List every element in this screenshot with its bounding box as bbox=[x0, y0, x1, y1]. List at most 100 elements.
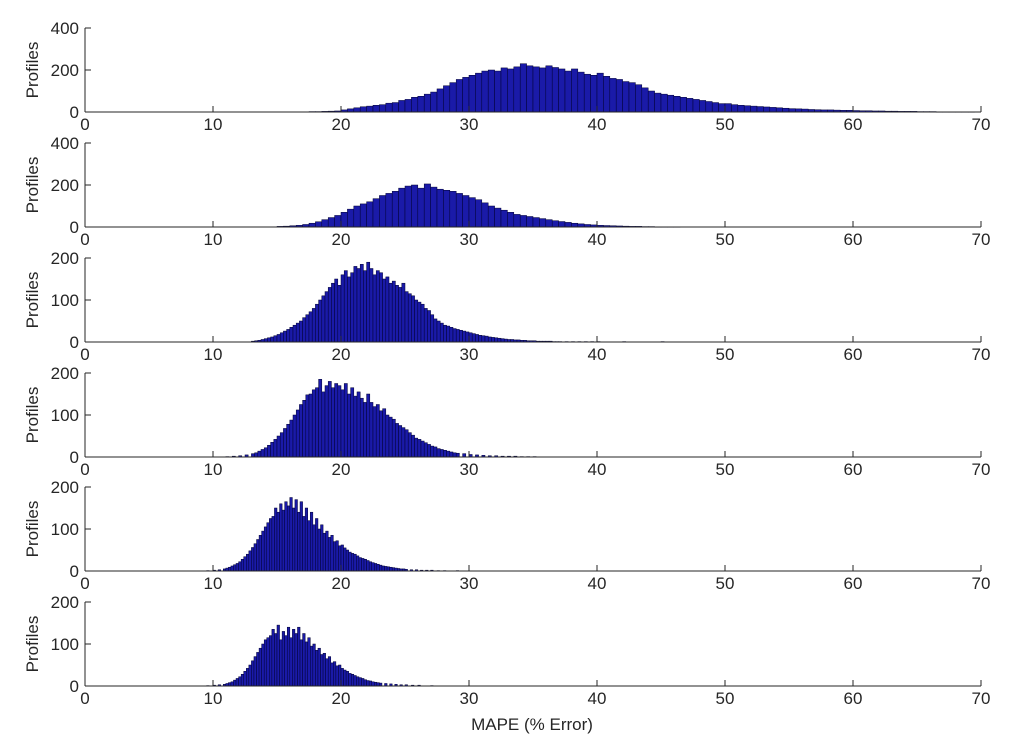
histogram-bar bbox=[353, 266, 358, 343]
histogram-bar bbox=[446, 450, 451, 458]
histogram-bar bbox=[294, 499, 298, 572]
histogram-bar bbox=[449, 451, 454, 458]
x-tick-label: 40 bbox=[588, 115, 607, 134]
histogram-bar bbox=[686, 98, 694, 113]
histogram-bar bbox=[240, 558, 244, 572]
histogram-bar bbox=[455, 452, 460, 458]
histogram-bar bbox=[379, 272, 383, 343]
histogram-bar bbox=[731, 104, 739, 113]
x-tick-label: 40 bbox=[588, 574, 607, 593]
histogram-bar bbox=[318, 379, 323, 458]
histogram-bar bbox=[337, 285, 342, 343]
histogram-bar bbox=[711, 102, 719, 113]
histogram-bars bbox=[251, 261, 665, 343]
histogram-bar bbox=[350, 553, 355, 572]
x-tick-label: 40 bbox=[588, 460, 607, 479]
histogram-bar bbox=[340, 389, 345, 458]
histogram-bar bbox=[347, 276, 351, 343]
histogram-bar bbox=[281, 631, 285, 687]
histogram-bar bbox=[235, 678, 239, 687]
histogram-bar bbox=[228, 566, 232, 572]
x-tick-label: 20 bbox=[332, 689, 351, 708]
histogram-bar bbox=[376, 564, 380, 572]
histogram-bar bbox=[315, 387, 319, 458]
histogram-bar bbox=[243, 671, 247, 687]
histogram-bar bbox=[261, 530, 265, 572]
histogram-bar bbox=[471, 333, 476, 343]
histogram-bar bbox=[289, 419, 294, 458]
x-tick-label: 0 bbox=[80, 345, 89, 364]
histogram-bar bbox=[430, 186, 438, 228]
histogram-bar bbox=[330, 535, 334, 572]
x-tick-label: 30 bbox=[460, 574, 479, 593]
histogram-bar bbox=[248, 664, 252, 687]
histogram-bar bbox=[256, 539, 260, 572]
x-tick-label: 60 bbox=[844, 230, 863, 249]
x-tick-label: 10 bbox=[204, 460, 223, 479]
x-tick-label: 20 bbox=[332, 230, 351, 249]
histogram-bar bbox=[667, 94, 675, 113]
histogram-bar bbox=[321, 391, 326, 458]
histogram-bar bbox=[337, 385, 342, 458]
histogram-bar bbox=[756, 106, 764, 113]
histogram-panel-4: 0 10 20 30 40 50 60 70 0 100 200 Profiles bbox=[23, 364, 990, 479]
histogram-bar bbox=[381, 565, 385, 572]
histogram-bar bbox=[240, 673, 244, 687]
histogram-bar bbox=[261, 643, 265, 687]
histogram-bar bbox=[494, 207, 502, 228]
histogram-bar bbox=[475, 72, 483, 113]
histogram-bar bbox=[371, 562, 375, 572]
histogram-bar bbox=[359, 106, 367, 113]
histogram-bar bbox=[276, 334, 281, 343]
histogram-bar bbox=[430, 91, 438, 113]
histogram-bar bbox=[692, 99, 700, 113]
histogram-bar bbox=[384, 566, 388, 572]
histogram-bar bbox=[347, 393, 351, 458]
histogram-bar bbox=[551, 67, 559, 113]
histogram-bar bbox=[256, 652, 260, 687]
histogram-bar bbox=[407, 432, 412, 458]
histogram-bar bbox=[353, 395, 358, 458]
y-tick-label: 200 bbox=[51, 364, 79, 383]
histogram-bar bbox=[414, 437, 419, 458]
x-tick-label: 60 bbox=[844, 345, 863, 364]
histogram-bar bbox=[322, 532, 326, 572]
histogram-bar bbox=[391, 102, 399, 113]
histogram-bar bbox=[284, 501, 288, 572]
histogram-bars bbox=[225, 379, 537, 458]
histogram-bar bbox=[750, 105, 758, 113]
histogram-bar bbox=[459, 329, 463, 343]
histogram-bar bbox=[763, 106, 771, 113]
histogram-bar bbox=[321, 219, 329, 228]
histogram-bar bbox=[647, 90, 655, 113]
histogram-bar bbox=[481, 335, 486, 343]
histogram-bar bbox=[455, 193, 463, 228]
x-tick-label: 0 bbox=[80, 689, 89, 708]
x-tick-label: 50 bbox=[716, 574, 735, 593]
histogram-panel-1: 0 10 20 30 40 50 60 70 0 200 400 Profiles bbox=[23, 19, 990, 134]
histogram-bar bbox=[462, 330, 467, 343]
x-tick-label: 20 bbox=[332, 345, 351, 364]
y-tick-label: 200 bbox=[51, 176, 79, 195]
histogram-bar bbox=[359, 203, 367, 228]
histogram-bar bbox=[315, 221, 323, 228]
histogram-bar bbox=[327, 287, 332, 343]
histogram-bar bbox=[297, 626, 301, 687]
histogram-bar bbox=[436, 448, 441, 458]
y-tick-label: 0 bbox=[70, 103, 79, 122]
histogram-bar bbox=[398, 287, 403, 343]
histogram-bar bbox=[343, 547, 347, 572]
histogram-bar bbox=[350, 272, 355, 343]
x-tick-label: 40 bbox=[588, 230, 607, 249]
histogram-bar bbox=[391, 567, 396, 572]
histogram-bar bbox=[590, 75, 598, 113]
histogram-bar bbox=[449, 191, 457, 228]
histogram-bar bbox=[775, 107, 783, 113]
histogram-bar bbox=[228, 682, 232, 687]
x-tick-label: 50 bbox=[716, 689, 735, 708]
y-tick-label: 100 bbox=[51, 291, 79, 310]
x-tick-label: 70 bbox=[972, 689, 991, 708]
histogram-bar bbox=[322, 652, 326, 687]
histogram-bar bbox=[401, 282, 406, 343]
